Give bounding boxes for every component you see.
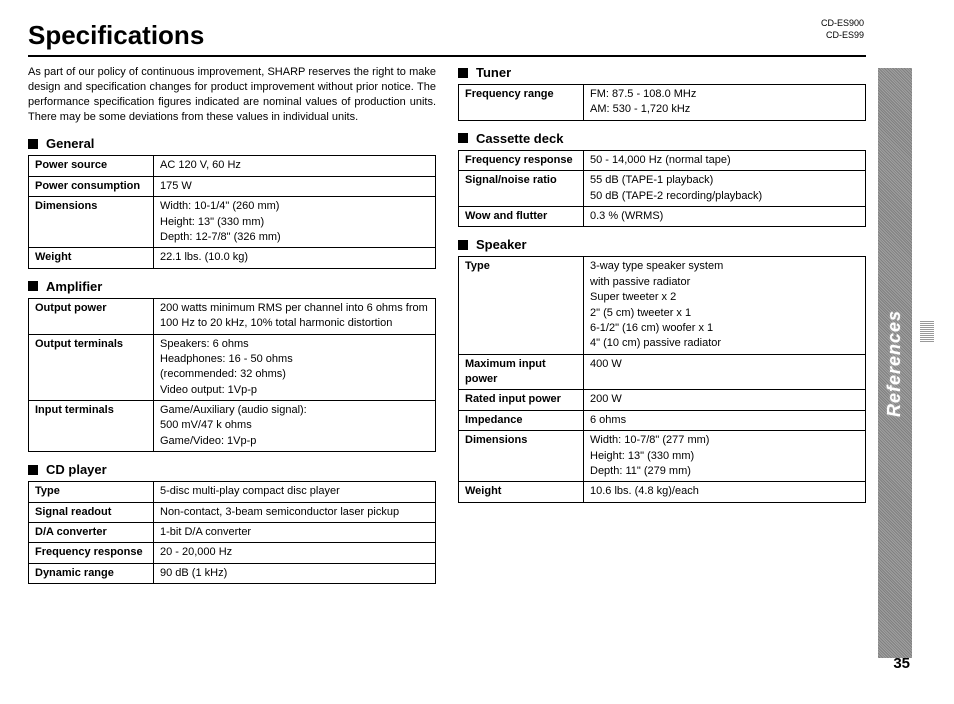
spec-label: Type [29,482,154,502]
thumb-index-mark [920,320,934,342]
content-columns: As part of our policy of continuous impr… [28,65,866,584]
table-row: Type5-disc multi-play compact disc playe… [29,482,436,502]
table-row: D/A converter1-bit D/A converter [29,523,436,543]
spec-label: Frequency range [459,85,584,121]
table-cd: Type5-disc multi-play compact disc playe… [28,481,436,584]
section-label-tuner: Tuner [476,65,511,80]
table-amplifier: Output power200 watts minimum RMS per ch… [28,298,436,453]
spec-value: Speakers: 6 ohmsHeadphones: 16 - 50 ohms… [154,334,436,401]
intro-text: As part of our policy of continuous impr… [28,65,436,124]
left-column: As part of our policy of continuous impr… [28,65,436,584]
spec-value: Width: 10-1/4" (260 mm)Height: 13" (330 … [154,197,436,248]
table-row: Power consumption175 W [29,176,436,196]
spec-value: Non-contact, 3-beam semiconductor laser … [154,502,436,522]
table-row: Output terminalsSpeakers: 6 ohmsHeadphon… [29,334,436,401]
spec-label: Type [459,257,584,354]
spec-value: 400 W [584,354,866,390]
spec-value: 200 W [584,390,866,410]
section-label-speaker: Speaker [476,237,527,252]
spec-value: AC 120 V, 60 Hz [154,156,436,176]
spec-label: Dimensions [459,431,584,482]
spec-value: 5-disc multi-play compact disc player [154,482,436,502]
right-column: Tuner Frequency rangeFM: 87.5 - 108.0 MH… [458,65,866,584]
spec-label: Signal readout [29,502,154,522]
spec-label: Input terminals [29,401,154,452]
spec-value: 10.6 lbs. (4.8 kg)/each [584,482,866,502]
table-row: Weight10.6 lbs. (4.8 kg)/each [459,482,866,502]
spec-label: Dimensions [29,197,154,248]
section-label-amplifier: Amplifier [46,279,102,294]
table-speaker: Type3-way type speaker systemwith passiv… [458,256,866,502]
table-row: Rated input power200 W [459,390,866,410]
spec-value: 20 - 20,000 Hz [154,543,436,563]
model-ids: CD-ES900 CD-ES99 [821,18,864,41]
spec-label: Output power [29,298,154,334]
spec-value: 175 W [154,176,436,196]
spec-label: Weight [459,482,584,502]
spec-label: Power consumption [29,176,154,196]
table-row: Wow and flutter0.3 % (WRMS) [459,206,866,226]
spec-label: Power source [29,156,154,176]
spec-label: Signal/noise ratio [459,171,584,207]
spec-value: 3-way type speaker systemwith passive ra… [584,257,866,354]
spec-value: 1-bit D/A converter [154,523,436,543]
table-tuner: Frequency rangeFM: 87.5 - 108.0 MHzAM: 5… [458,84,866,121]
table-row: Power sourceAC 120 V, 60 Hz [29,156,436,176]
table-row: Frequency response50 - 14,000 Hz (normal… [459,150,866,170]
spec-value: FM: 87.5 - 108.0 MHzAM: 530 - 1,720 kHz [584,85,866,121]
spec-label: Frequency response [29,543,154,563]
table-row: Dynamic range90 dB (1 kHz) [29,563,436,583]
side-tab-label: References [885,309,906,416]
page-number: 35 [893,655,910,672]
spec-label: Maximum input power [459,354,584,390]
page-title: Specifications [28,20,866,57]
spec-value: Width: 10-7/8" (277 mm)Height: 13" (330 … [584,431,866,482]
table-row: Frequency rangeFM: 87.5 - 108.0 MHzAM: 5… [459,85,866,121]
table-row: Frequency response20 - 20,000 Hz [29,543,436,563]
section-title-cd: CD player [28,462,436,477]
section-label-cd: CD player [46,462,107,477]
table-row: DimensionsWidth: 10-1/4" (260 mm)Height:… [29,197,436,248]
table-general: Power sourceAC 120 V, 60 HzPower consump… [28,155,436,268]
spec-value: 6 ohms [584,410,866,430]
spec-label: D/A converter [29,523,154,543]
spec-label: Impedance [459,410,584,430]
table-cassette: Frequency response50 - 14,000 Hz (normal… [458,150,866,228]
spec-value: Game/Auxiliary (audio signal):500 mV/47 … [154,401,436,452]
table-row: Output power200 watts minimum RMS per ch… [29,298,436,334]
section-title-amplifier: Amplifier [28,279,436,294]
spec-label: Frequency response [459,150,584,170]
section-title-general: General [28,136,436,151]
table-row: Weight22.1 lbs. (10.0 kg) [29,248,436,268]
section-title-tuner: Tuner [458,65,866,80]
spec-label: Wow and flutter [459,206,584,226]
spec-label: Dynamic range [29,563,154,583]
spec-value: 0.3 % (WRMS) [584,206,866,226]
side-tab: References [878,68,912,658]
model-id-2: CD-ES99 [821,30,864,42]
table-row: Maximum input power400 W [459,354,866,390]
section-title-speaker: Speaker [458,237,866,252]
spec-value: 200 watts minimum RMS per channel into 6… [154,298,436,334]
model-id-1: CD-ES900 [821,18,864,30]
table-row: Input terminalsGame/Auxiliary (audio sig… [29,401,436,452]
section-label-cassette: Cassette deck [476,131,563,146]
spec-value: 90 dB (1 kHz) [154,563,436,583]
spec-label: Output terminals [29,334,154,401]
table-row: Signal/noise ratio55 dB (TAPE-1 playback… [459,171,866,207]
spec-value: 22.1 lbs. (10.0 kg) [154,248,436,268]
spec-value: 55 dB (TAPE-1 playback)50 dB (TAPE-2 rec… [584,171,866,207]
table-row: Type3-way type speaker systemwith passiv… [459,257,866,354]
spec-value: 50 - 14,000 Hz (normal tape) [584,150,866,170]
table-row: Impedance6 ohms [459,410,866,430]
spec-label: Rated input power [459,390,584,410]
section-title-cassette: Cassette deck [458,131,866,146]
table-row: DimensionsWidth: 10-7/8" (277 mm)Height:… [459,431,866,482]
spec-label: Weight [29,248,154,268]
section-label-general: General [46,136,94,151]
table-row: Signal readoutNon-contact, 3-beam semico… [29,502,436,522]
